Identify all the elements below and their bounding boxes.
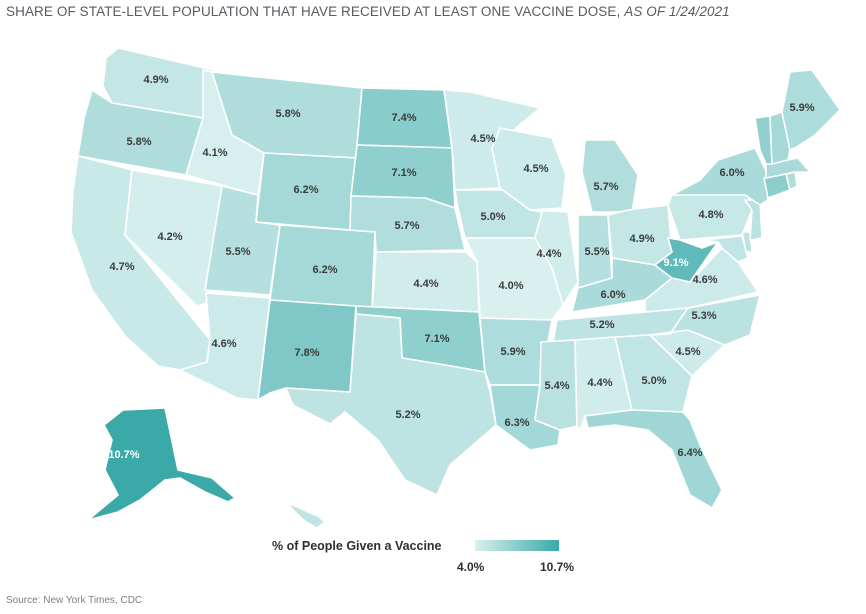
state-value-label-ms: 5.4% [544,380,569,392]
state-value-label-mo: 4.0% [498,280,523,292]
state-value-label-wv: 9.1% [663,257,688,269]
state-florida[interactable] [584,409,723,509]
state-value-label-wi: 4.5% [523,163,548,175]
state-value-label-oh: 4.9% [629,233,654,245]
state-hawaii[interactable] [286,502,326,529]
state-value-label-il: 4.4% [536,248,561,260]
state-value-label-al: 4.4% [587,377,612,389]
state-value-label-ok: 7.1% [424,333,449,345]
legend-title: % of People Given a Vaccine [272,539,442,553]
legend-color-bar [475,540,559,551]
state-north-carolina[interactable] [649,294,761,346]
state-value-label-la: 6.3% [504,417,529,429]
state-value-label-ky: 6.0% [600,289,625,301]
legend-max-label: 10.7% [540,560,575,574]
state-maine[interactable] [781,69,841,151]
state-value-label-wa: 4.9% [143,74,168,86]
state-value-label-az: 4.6% [211,338,236,350]
state-value-label-ak: 10.7% [108,449,139,461]
state-nebraska[interactable] [349,195,466,253]
state-value-label-tx: 5.2% [395,409,420,421]
state-value-label-id: 4.1% [202,147,227,159]
map-title-main: SHARE OF STATE-LEVEL POPULATION THAT HAV… [6,4,621,19]
legend-min-label: 4.0% [457,560,485,574]
state-value-label-tn: 5.2% [589,319,614,331]
state-value-label-ar: 5.9% [500,346,525,358]
state-value-label-co: 6.2% [312,264,337,276]
state-value-label-me: 5.9% [789,102,814,114]
state-value-label-ne: 5.7% [394,220,419,232]
source-note: Source: New York Times, CDC [6,595,143,606]
state-value-label-nd: 7.4% [391,112,416,124]
state-value-label-mi: 5.7% [593,181,618,193]
state-value-label-mn: 4.5% [470,133,495,145]
state-value-label-or: 5.8% [126,136,151,148]
state-value-label-sc: 4.5% [675,346,700,358]
map-title-date: AS OF 1/24/2021 [624,4,730,19]
state-value-label-ca: 4.7% [109,261,134,273]
state-value-label-nm: 7.8% [294,347,319,359]
state-value-label-pa: 4.8% [698,209,723,221]
state-vermont[interactable] [754,115,773,165]
state-value-label-ga: 5.0% [641,375,666,387]
state-value-label-ut: 5.5% [225,246,250,258]
state-value-label-ks: 4.4% [413,278,438,290]
state-michigan[interactable] [581,139,639,213]
state-value-label-ia: 5.0% [480,211,505,223]
state-value-label-va: 4.6% [692,274,717,286]
state-new-hampshire[interactable] [769,111,791,165]
state-value-label-nc: 5.3% [691,310,716,322]
state-value-label-ny: 6.0% [719,167,744,179]
state-alaska[interactable] [87,407,236,521]
state-value-label-wy: 6.2% [293,184,318,196]
state-value-label-in: 5.5% [584,246,609,258]
state-west-virginia[interactable] [654,237,719,283]
map-title: SHARE OF STATE-LEVEL POPULATION THAT HAV… [6,4,730,19]
state-value-label-nv: 4.2% [157,231,182,243]
state-value-label-fl: 6.4% [677,447,702,459]
state-wisconsin[interactable] [491,127,567,211]
state-value-label-sd: 7.1% [391,167,416,179]
state-georgia[interactable] [614,334,693,413]
state-nevada[interactable] [124,169,223,307]
state-texas[interactable] [285,313,497,496]
state-value-label-mt: 5.8% [275,108,300,120]
state-illinois[interactable] [529,209,579,306]
